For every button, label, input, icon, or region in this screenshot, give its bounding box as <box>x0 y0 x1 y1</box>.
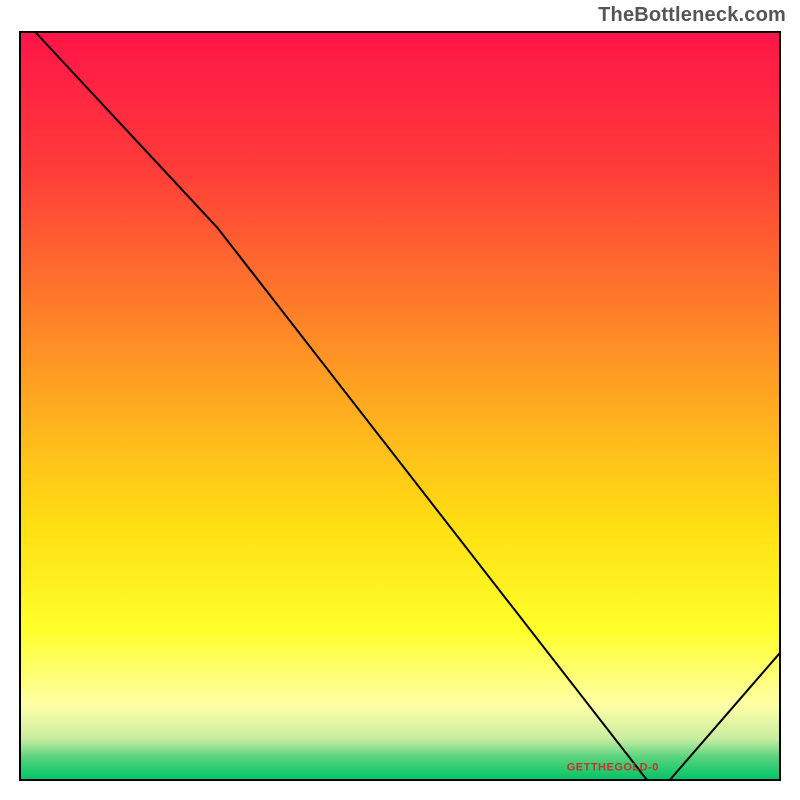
series-label: GETTHEGOLD-0 <box>567 761 659 773</box>
bottleneck-chart: GETTHEGOLD-0 <box>0 0 800 800</box>
plot-background <box>20 32 780 780</box>
